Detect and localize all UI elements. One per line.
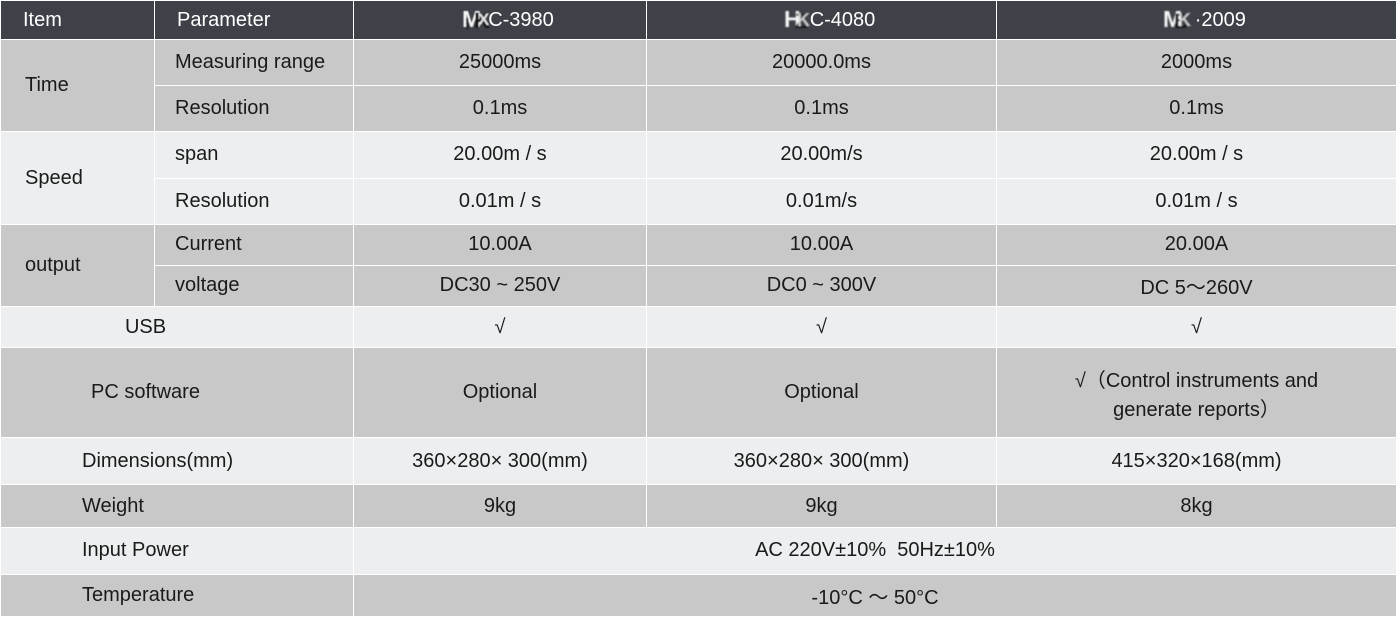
svg-text:X: X (478, 10, 490, 29)
svg-text:K: K (1178, 10, 1191, 30)
svg-text:K: K (797, 10, 810, 30)
svg-text:I: I (465, 16, 469, 33)
